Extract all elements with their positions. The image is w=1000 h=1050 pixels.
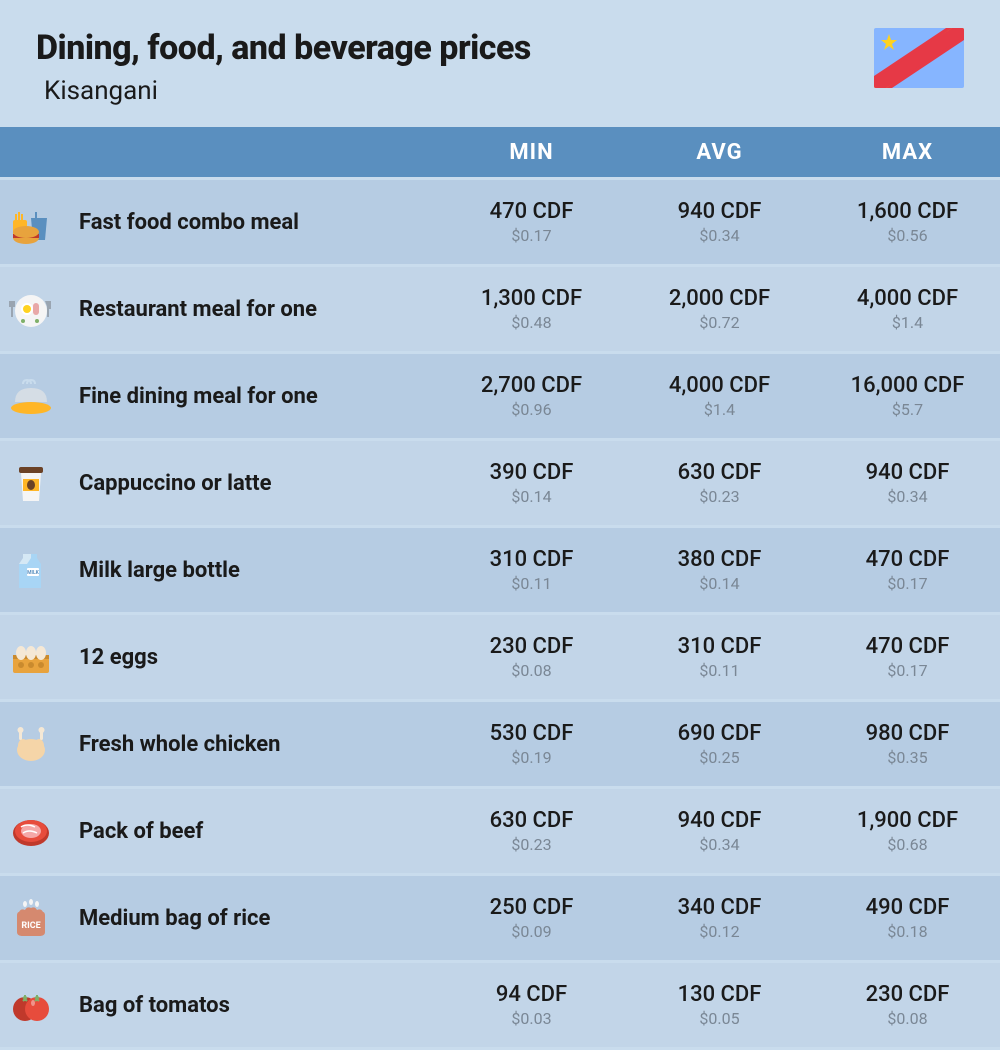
max-cell: 490 CDF$0.18 <box>815 876 1000 960</box>
item-label: Fast food combo meal <box>65 180 436 264</box>
max-cell: 1,600 CDF$0.56 <box>815 180 1000 264</box>
max-cell: 16,000 CDF$5.7 <box>815 354 1000 438</box>
min-cell: 94 CDF$0.03 <box>439 963 624 1047</box>
max-cell: 230 CDF$0.08 <box>815 963 1000 1047</box>
min-cell: 1,300 CDF$0.48 <box>439 267 624 351</box>
fine-dining-icon <box>9 374 53 418</box>
table-row: 12 eggs 230 CDF$0.08 310 CDF$0.11 470 CD… <box>0 615 1000 699</box>
table-row: Fine dining meal for one 2,700 CDF$0.96 … <box>0 354 1000 438</box>
restaurant-icon <box>9 287 53 331</box>
item-label: Cappuccino or latte <box>65 441 436 525</box>
avg-cell: 940 CDF$0.34 <box>627 789 812 873</box>
beef-icon <box>9 809 53 853</box>
max-cell: 980 CDF$0.35 <box>815 702 1000 786</box>
page-title: Dining, food, and beverage prices <box>36 28 531 68</box>
chicken-icon <box>9 722 53 766</box>
table-row: Bag of tomatos 94 CDF$0.03 130 CDF$0.05 … <box>0 963 1000 1047</box>
min-cell: 530 CDF$0.19 <box>439 702 624 786</box>
avg-cell: 690 CDF$0.25 <box>627 702 812 786</box>
price-table: MIN AVG MAX Fast food combo meal 470 CDF… <box>0 124 1000 1050</box>
col-header-min: MIN <box>439 127 624 177</box>
item-label: Pack of beef <box>65 789 436 873</box>
item-label: 12 eggs <box>65 615 436 699</box>
fast-food-icon <box>9 200 53 244</box>
min-cell: 2,700 CDF$0.96 <box>439 354 624 438</box>
item-label: Milk large bottle <box>65 528 436 612</box>
table-row: Milk large bottle 310 CDF$0.11 380 CDF$0… <box>0 528 1000 612</box>
min-cell: 310 CDF$0.11 <box>439 528 624 612</box>
table-row: Fast food combo meal 470 CDF$0.17 940 CD… <box>0 180 1000 264</box>
avg-cell: 4,000 CDF$1.4 <box>627 354 812 438</box>
table-row: Medium bag of rice 250 CDF$0.09 340 CDF$… <box>0 876 1000 960</box>
table-header-row: MIN AVG MAX <box>0 127 1000 177</box>
page-header: Dining, food, and beverage prices Kisang… <box>0 0 1000 124</box>
col-header-avg: AVG <box>627 127 812 177</box>
min-cell: 230 CDF$0.08 <box>439 615 624 699</box>
item-label: Restaurant meal for one <box>65 267 436 351</box>
avg-cell: 340 CDF$0.12 <box>627 876 812 960</box>
max-cell: 4,000 CDF$1.4 <box>815 267 1000 351</box>
avg-cell: 940 CDF$0.34 <box>627 180 812 264</box>
tomatoes-icon <box>9 983 53 1027</box>
avg-cell: 630 CDF$0.23 <box>627 441 812 525</box>
min-cell: 250 CDF$0.09 <box>439 876 624 960</box>
table-row: Restaurant meal for one 1,300 CDF$0.48 2… <box>0 267 1000 351</box>
rice-icon <box>9 896 53 940</box>
page-subtitle: Kisangani <box>44 76 531 106</box>
item-label: Fine dining meal for one <box>65 354 436 438</box>
max-cell: 1,900 CDF$0.68 <box>815 789 1000 873</box>
max-cell: 470 CDF$0.17 <box>815 615 1000 699</box>
min-cell: 470 CDF$0.17 <box>439 180 624 264</box>
item-label: Fresh whole chicken <box>65 702 436 786</box>
col-header-max: MAX <box>815 127 1000 177</box>
max-cell: 940 CDF$0.34 <box>815 441 1000 525</box>
avg-cell: 130 CDF$0.05 <box>627 963 812 1047</box>
avg-cell: 310 CDF$0.11 <box>627 615 812 699</box>
table-row: Cappuccino or latte 390 CDF$0.14 630 CDF… <box>0 441 1000 525</box>
milk-icon <box>9 548 53 592</box>
country-flag-icon <box>874 28 964 88</box>
item-label: Bag of tomatos <box>65 963 436 1047</box>
table-row: Fresh whole chicken 530 CDF$0.19 690 CDF… <box>0 702 1000 786</box>
table-row: Pack of beef 630 CDF$0.23 940 CDF$0.34 1… <box>0 789 1000 873</box>
max-cell: 470 CDF$0.17 <box>815 528 1000 612</box>
min-cell: 390 CDF$0.14 <box>439 441 624 525</box>
avg-cell: 2,000 CDF$0.72 <box>627 267 812 351</box>
min-cell: 630 CDF$0.23 <box>439 789 624 873</box>
eggs-icon <box>9 635 53 679</box>
coffee-icon <box>9 461 53 505</box>
avg-cell: 380 CDF$0.14 <box>627 528 812 612</box>
item-label: Medium bag of rice <box>65 876 436 960</box>
